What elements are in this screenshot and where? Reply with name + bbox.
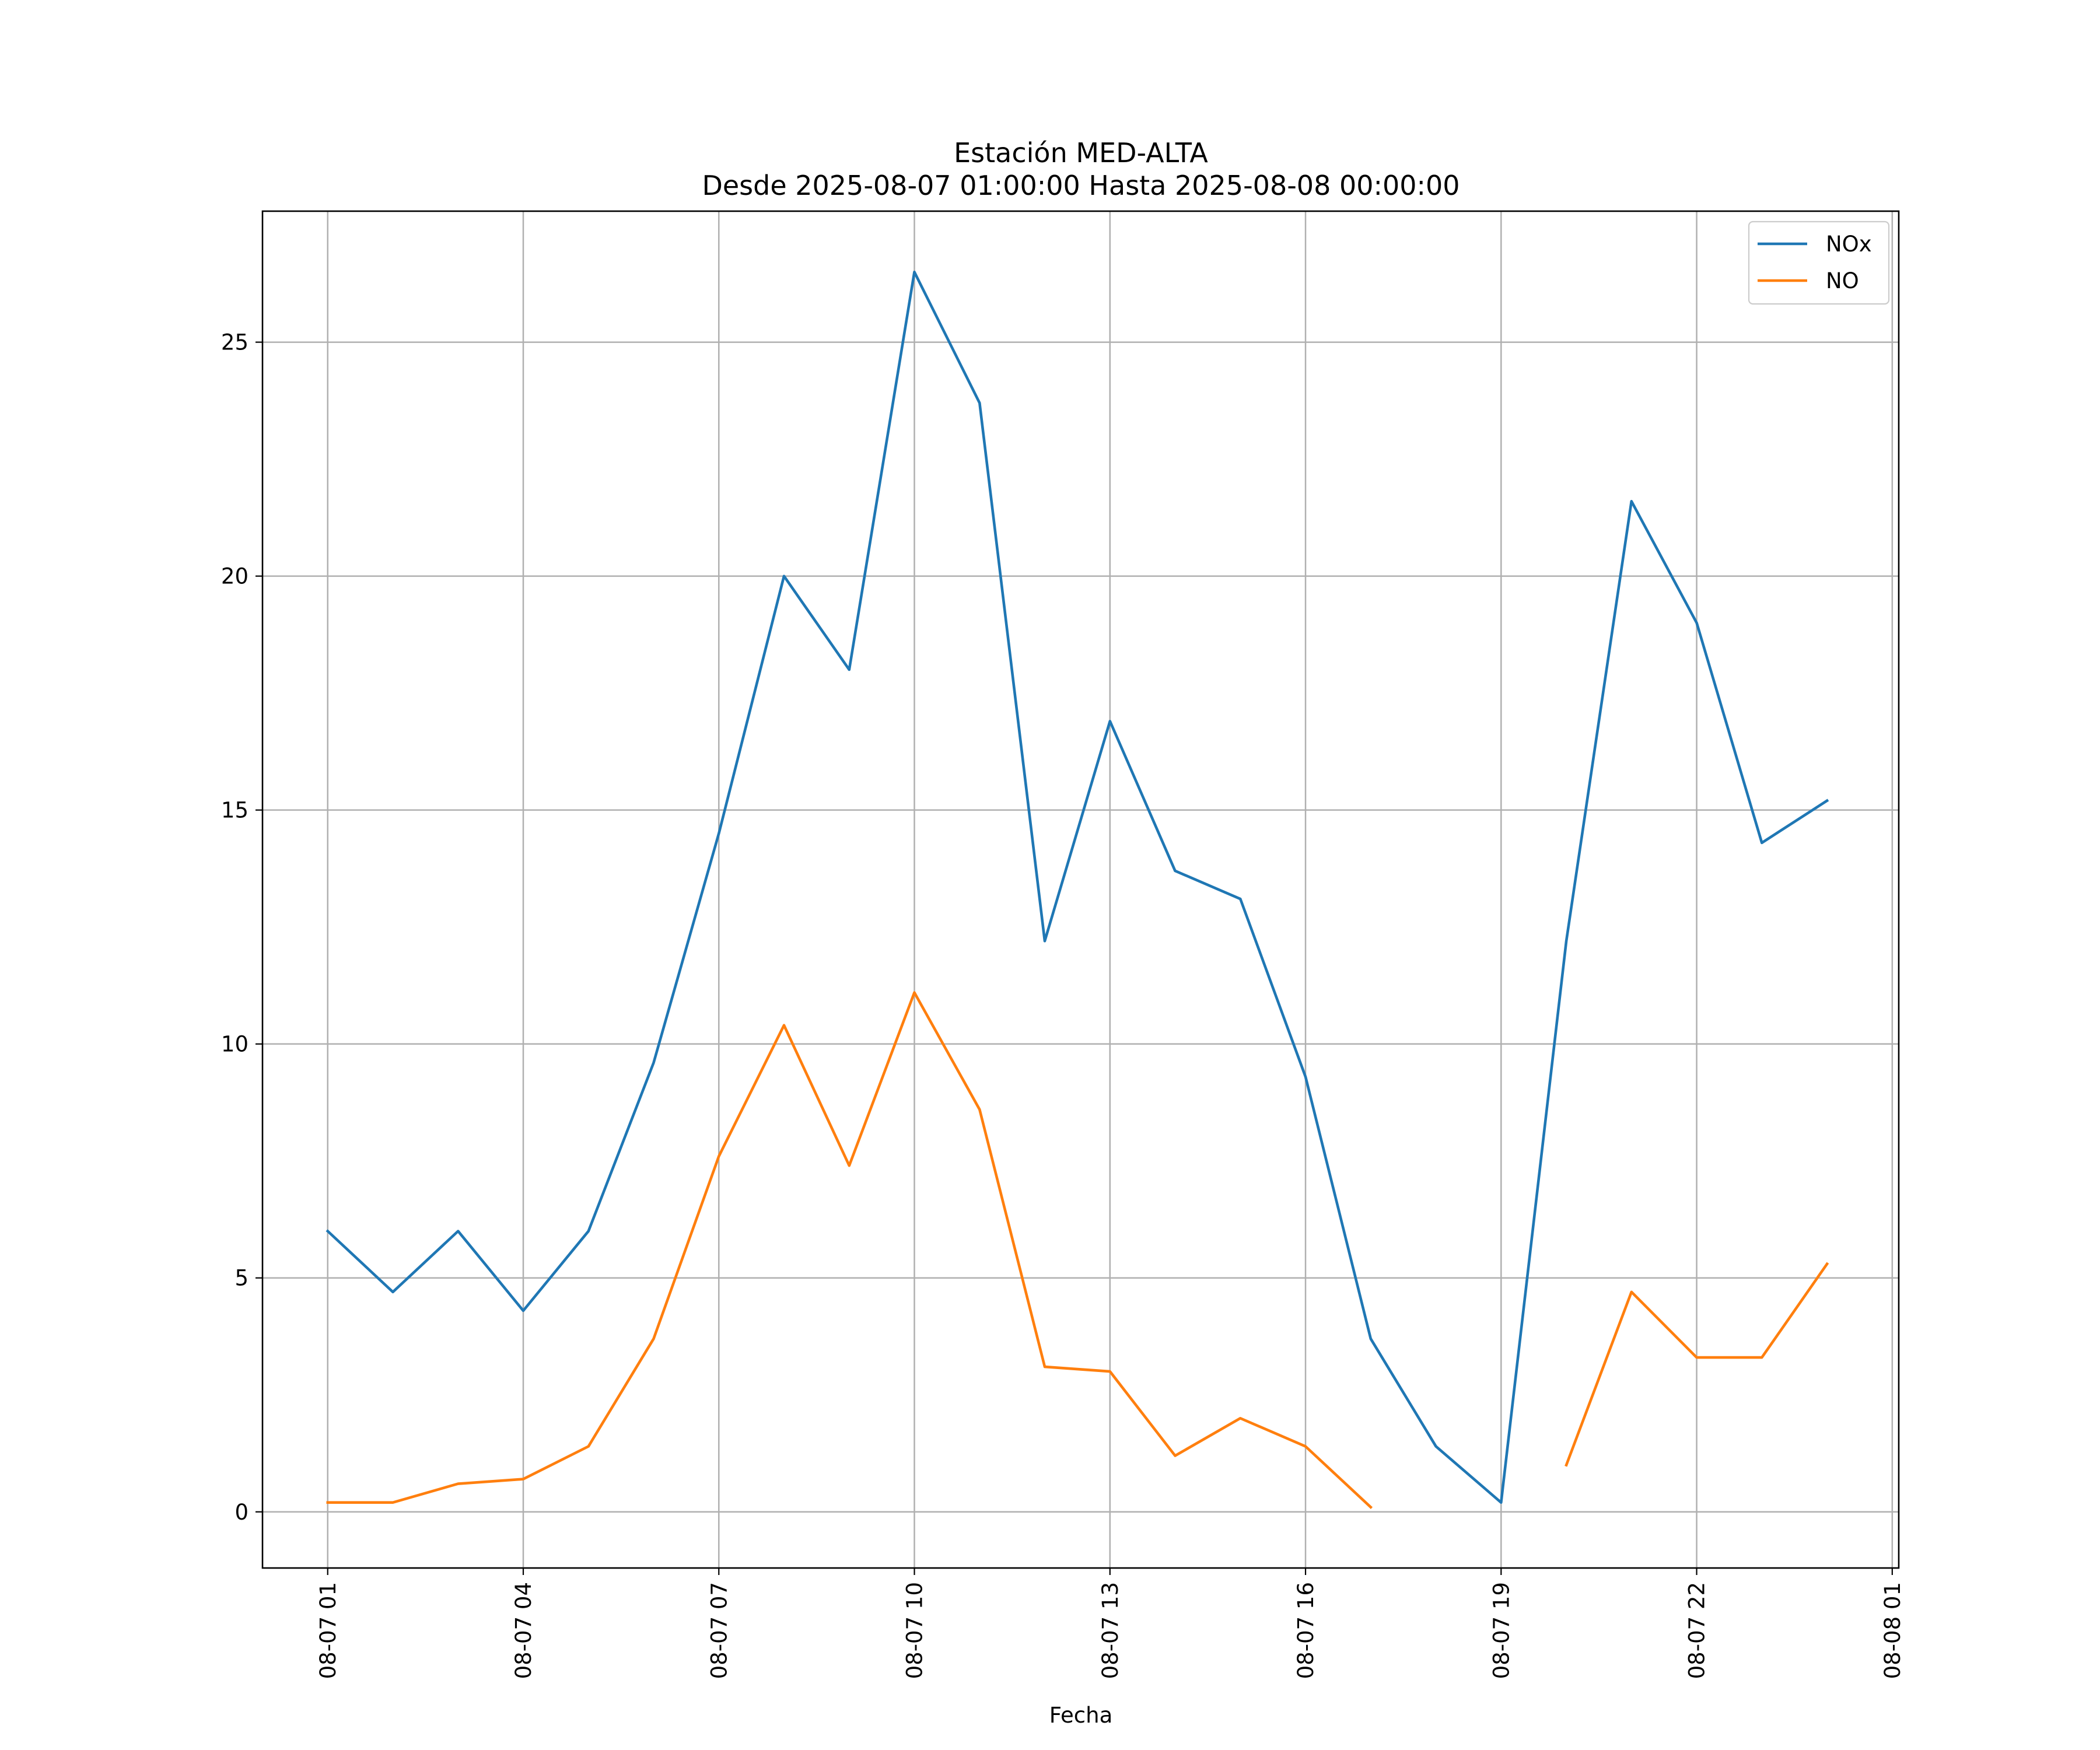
y-tick-label: 0	[235, 1500, 249, 1525]
x-tick-label: 08-07 22	[1685, 1582, 1710, 1679]
series-line-nox	[326, 271, 1829, 1504]
chart-subtitle: Desde 2025-08-07 01:00:00 Hasta 2025-08-…	[702, 170, 1460, 201]
y-tick-label: 5	[235, 1266, 249, 1291]
y-tick-label: 10	[221, 1032, 249, 1057]
x-tick-label: 08-07 16	[1293, 1582, 1318, 1679]
plot-frame	[261, 210, 1900, 1569]
legend-label-no: NO	[1826, 268, 1859, 293]
legend-box	[1748, 220, 1890, 305]
x-axis-label: Fecha	[1049, 1703, 1113, 1728]
x-tick-label: 08-07 10	[902, 1582, 928, 1679]
x-tick-label: 08-07 07	[706, 1582, 732, 1679]
series-line-no	[326, 991, 1829, 1509]
legend-label-nox: NOx	[1826, 232, 1872, 257]
series-lines	[326, 271, 1829, 1509]
y-tick-label: 20	[221, 564, 249, 589]
x-tick-label: 08-07 04	[511, 1582, 536, 1679]
y-tick-label: 25	[221, 330, 249, 355]
x-tick-label: 08-07 01	[316, 1582, 341, 1679]
x-axis: 08-07 01 08-07 04 08-07 07 08-07 10 08-07 13…	[316, 1568, 1905, 1679]
y-tick-label: 15	[221, 798, 249, 823]
y-axis: 0 5 10 15 20 25	[221, 330, 262, 1525]
chart-title: Estación MED-ALTA	[954, 137, 1208, 169]
x-tick-label: 08-07 19	[1489, 1582, 1514, 1679]
x-tick-label: 08-08 01	[1880, 1582, 1905, 1679]
grid	[262, 211, 1899, 1568]
x-tick-label: 08-07 13	[1098, 1582, 1123, 1679]
legend: NOx NO	[1748, 220, 1890, 305]
